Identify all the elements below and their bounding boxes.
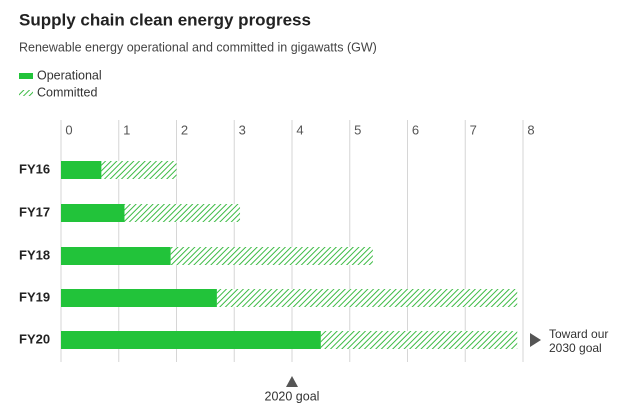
committed-bar [216,289,518,307]
committed-bar [170,247,373,265]
legend-swatch [19,90,33,96]
goal-marker [286,376,298,387]
x-tick-label: 1 [123,122,130,137]
x-tick-label: 0 [65,122,72,137]
operational-bar [61,204,125,222]
category-label: FY17 [19,204,50,219]
operational-bar [61,247,171,265]
x-tick-label: 3 [239,122,246,137]
committed-bar [124,204,241,222]
legend-label: Operational [37,68,102,82]
x-tick-label: 5 [354,122,361,137]
x-tick-label: 2 [181,122,188,137]
category-label: FY18 [19,247,50,262]
goal-2030-label: Toward our [549,327,608,341]
operational-bar [61,161,102,179]
x-tick-label: 4 [296,122,303,137]
goal-2030-label: 2030 goal [549,341,602,355]
x-tick-label: 6 [412,122,419,137]
goal-label: 2020 goal [265,389,320,403]
category-label: FY20 [19,331,50,346]
chart-title: Supply chain clean energy progress [19,10,311,29]
legend-swatch [19,73,33,79]
x-tick-label: 7 [470,122,477,137]
legend-label: Committed [37,85,97,99]
x-tick-label: 8 [527,122,534,137]
category-label: FY19 [19,289,50,304]
category-label: FY16 [19,161,50,176]
operational-bar [61,289,217,307]
committed-bar [320,331,518,349]
committed-bar [101,161,177,179]
goal-2030-marker [530,333,541,347]
operational-bar [61,331,321,349]
chart-subtitle: Renewable energy operational and committ… [19,40,377,54]
